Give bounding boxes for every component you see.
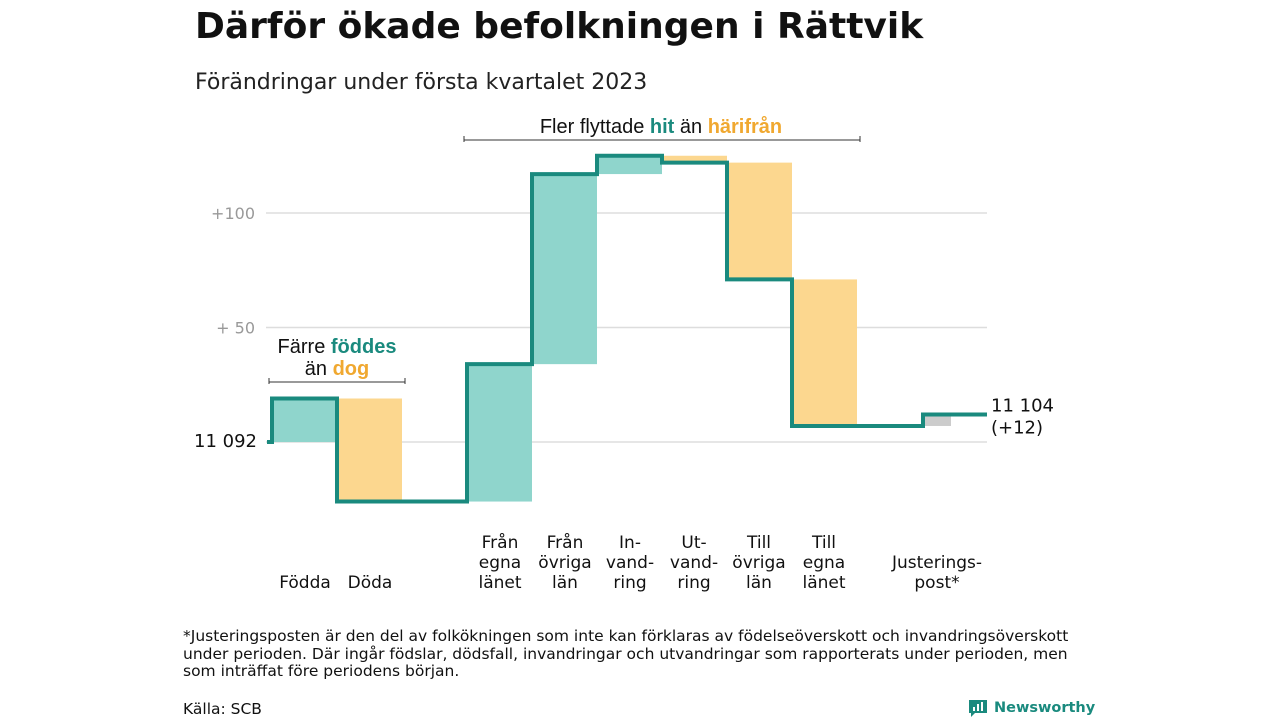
x-category-label: egna [803,553,845,573]
annotation-part: Färre [278,336,331,358]
annotation-part: hit [650,116,675,138]
annotation-part: än [305,358,333,380]
end-value-label: 11 104 [991,396,1054,417]
annotation-part: än [674,116,707,138]
chart-title: Därför ökade befolkningen i Rättvik [195,6,924,47]
x-category-label: Från [482,532,519,553]
x-category-label: län [552,573,578,593]
bar-negative [792,279,857,426]
y-tick-label: + 50 [216,319,255,338]
chart-subtitle: Förändringar under första kvartalet 2023 [195,70,648,95]
x-category-label: Ut- [681,533,706,553]
x-category-label: länet [802,573,845,593]
x-category-label: egna [479,553,521,573]
annotation-part: härifrån [708,115,782,138]
bar-positive [467,364,532,502]
newsworthy-icon [969,700,987,717]
x-category-label: Födda [279,573,331,593]
annotation-bracket [268,378,406,384]
brand-logo[interactable]: Newsworthy [968,697,1095,719]
annotation-part: Fler flyttade [540,116,650,138]
annotation-migration: Fler flyttade hit än härifrån [540,115,782,138]
bar-positive [272,398,337,442]
x-category-label: In- [619,533,641,553]
bar-adjustment [923,414,951,426]
annotation-births-deaths-line2: än dog [305,358,369,380]
start-value-label: 11 092 [194,431,257,452]
annotation-part: dog [333,358,370,380]
x-category-label: ring [677,573,710,593]
brand-name: Newsworthy [994,700,1096,716]
source-label: Källa: SCB [183,700,262,718]
y-tick-label: +100 [211,204,255,223]
x-category-label: Från [547,532,584,553]
footnote: *Justeringsposten är den del av folkökni… [183,627,1069,680]
bar-positive [597,155,662,175]
bar-positive [532,174,597,365]
bar-negative [337,398,402,502]
x-category-label: Döda [348,573,393,593]
x-category-label: övriga [732,553,785,573]
annotation-bracket [463,136,861,142]
x-category-label: länet [478,573,521,593]
step-line [267,153,987,504]
x-category-label: post* [914,573,959,593]
x-category-label: Justerings- [891,553,982,573]
end-change-label: (+12) [991,418,1043,439]
bar-negative [662,155,727,163]
x-category-label: län [746,573,772,593]
x-category-label: övriga [538,553,591,573]
x-category-label: ring [613,573,646,593]
annotation-part: föddes [331,336,397,358]
x-category-label: Till [811,533,836,553]
x-category-label: vand- [606,553,654,573]
x-category-label: vand- [670,553,718,573]
annotation-births-deaths: Färre föddes [278,336,397,358]
bar-negative [727,162,792,280]
x-category-label: Till [746,533,771,553]
